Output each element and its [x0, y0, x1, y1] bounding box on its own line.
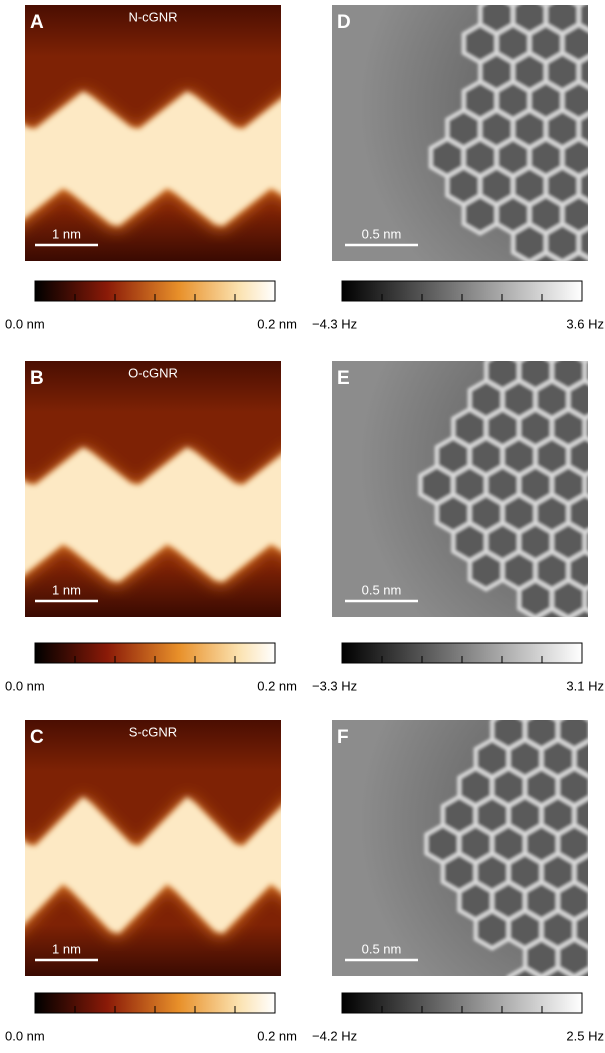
- panel-letter: E: [337, 368, 350, 389]
- panel-letter: F: [337, 727, 349, 748]
- panel-letter: B: [30, 368, 44, 389]
- colorbar-min-label: 0.0 nm: [5, 1028, 45, 1043]
- hexagon: [497, 0, 530, 6]
- hexagon: [579, 281, 605, 319]
- colorbar-min-label: −3.3 Hz: [312, 678, 357, 693]
- colorbar-max-label: 0.2 nm: [257, 678, 297, 693]
- hexagon: [601, 438, 605, 476]
- hexagon: [601, 495, 605, 533]
- scale-bar-label: 0.5 nm: [362, 226, 402, 241]
- scale-bar-label: 0.5 nm: [362, 582, 402, 597]
- colorbar-max-label: 3.6 Hz: [566, 316, 604, 331]
- hexagon: [470, 552, 503, 590]
- hexagon: [535, 609, 568, 647]
- colorbar-min-label: 0.0 nm: [5, 678, 45, 693]
- colorbar-max-label: 0.2 nm: [257, 1028, 297, 1043]
- scale-bar-label: 1 nm: [52, 941, 81, 956]
- colorbar-max-label: 3.1 Hz: [566, 678, 604, 693]
- hexagon: [464, 196, 497, 234]
- hexagon: [595, 253, 605, 291]
- hexagon: [568, 609, 601, 647]
- hexagon: [529, 310, 562, 348]
- hexagon: [476, 911, 509, 949]
- panel-letter: A: [30, 12, 44, 33]
- hexagon: [601, 381, 605, 419]
- colorbar-max-label: 0.2 nm: [257, 316, 297, 331]
- panel-title: S-cGNR: [129, 724, 177, 739]
- colorbar-min-label: −4.2 Hz: [312, 1028, 357, 1043]
- hexagon: [601, 552, 605, 590]
- hexagon: [591, 711, 605, 749]
- hexagon: [595, 82, 605, 120]
- hexagon: [595, 196, 605, 234]
- image-panel: S-cGNR C 1 nm: [0, 720, 315, 976]
- hexagon: [591, 768, 605, 806]
- colorbar-min-label: −4.3 Hz: [312, 316, 357, 331]
- scale-bar-label: 1 nm: [52, 226, 81, 241]
- figure: N-cGNR A 1 nm 0.0 nm 0.2 nm O-cGNR B 1 nm 0.0 nm…: [0, 0, 605, 1053]
- hexagon: [503, 324, 536, 362]
- image-panel: O-cGNR B 1 nm: [0, 361, 315, 617]
- panel-letter: C: [30, 727, 44, 748]
- image-panel: N-cGNR A 1 nm: [0, 5, 315, 261]
- hexagon: [591, 939, 605, 977]
- panel-title: O-cGNR: [128, 365, 178, 380]
- hexagon: [595, 0, 605, 6]
- colorbar-max-label: 2.5 Hz: [566, 1028, 604, 1043]
- scale-bar-label: 1 nm: [52, 582, 81, 597]
- hexagon: [529, 0, 562, 6]
- panel-title: N-cGNR: [128, 9, 177, 24]
- colorbar-min-label: 0.0 nm: [5, 316, 45, 331]
- hexagon: [595, 25, 605, 63]
- hexagon: [535, 324, 568, 362]
- hexagon: [562, 0, 595, 6]
- scale-bar-label: 0.5 nm: [362, 941, 402, 956]
- panel-letter: D: [337, 12, 351, 33]
- hexagon: [509, 683, 542, 721]
- hexagon: [591, 882, 605, 920]
- hexagon: [535, 666, 568, 704]
- hexagon: [591, 825, 605, 863]
- hexagon: [595, 139, 605, 177]
- hexagon: [601, 609, 605, 647]
- hexagon: [585, 637, 605, 675]
